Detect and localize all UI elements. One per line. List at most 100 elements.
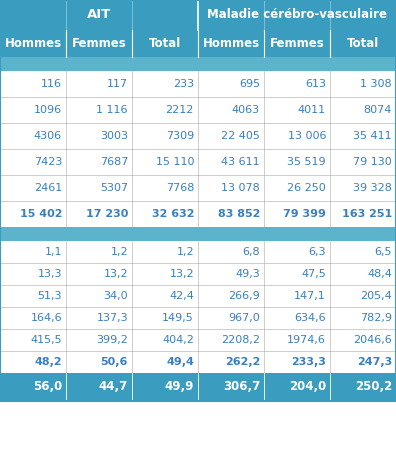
Bar <box>0 351 396 373</box>
Text: 3003: 3003 <box>100 131 128 141</box>
Text: 32 632: 32 632 <box>152 209 194 219</box>
Text: 2208,2: 2208,2 <box>221 335 260 345</box>
Text: 1096: 1096 <box>34 105 62 115</box>
Text: 1,2: 1,2 <box>176 247 194 257</box>
Bar <box>0 285 396 307</box>
Text: Femmes: Femmes <box>72 37 126 50</box>
Bar <box>0 241 396 263</box>
Text: 44,7: 44,7 <box>99 380 128 394</box>
Text: 17 230: 17 230 <box>86 209 128 219</box>
Bar <box>0 307 396 329</box>
Text: 79 130: 79 130 <box>353 157 392 167</box>
Text: Hommes: Hommes <box>202 37 259 50</box>
Text: 34,0: 34,0 <box>103 291 128 301</box>
Text: Hommes: Hommes <box>4 37 61 50</box>
Text: 47,5: 47,5 <box>301 269 326 279</box>
Text: Maladie cérébro-vasculaire: Maladie cérébro-vasculaire <box>207 9 387 21</box>
Bar <box>0 175 396 201</box>
Text: 695: 695 <box>239 79 260 89</box>
Text: Femmes: Femmes <box>270 37 324 50</box>
Text: 233,3: 233,3 <box>291 357 326 367</box>
Bar <box>0 71 396 97</box>
Text: 4306: 4306 <box>34 131 62 141</box>
Text: 49,4: 49,4 <box>166 357 194 367</box>
Bar <box>0 30 396 57</box>
Text: 51,3: 51,3 <box>38 291 62 301</box>
Text: 7423: 7423 <box>34 157 62 167</box>
Text: 163 251: 163 251 <box>342 209 392 219</box>
Text: 13,3: 13,3 <box>38 269 62 279</box>
Text: 48,4: 48,4 <box>367 269 392 279</box>
Text: 42,4: 42,4 <box>169 291 194 301</box>
Text: 204,0: 204,0 <box>289 380 326 394</box>
Text: 164,6: 164,6 <box>30 313 62 323</box>
Text: 22 405: 22 405 <box>221 131 260 141</box>
Text: 83 852: 83 852 <box>218 209 260 219</box>
Text: 4063: 4063 <box>232 105 260 115</box>
Text: 26 250: 26 250 <box>287 183 326 193</box>
Text: 2046,6: 2046,6 <box>353 335 392 345</box>
Text: 1,2: 1,2 <box>110 247 128 257</box>
Text: 116: 116 <box>41 79 62 89</box>
Text: 5307: 5307 <box>100 183 128 193</box>
Bar <box>0 57 396 71</box>
Text: 2212: 2212 <box>166 105 194 115</box>
Bar <box>0 0 396 401</box>
Text: 48,2: 48,2 <box>34 357 62 367</box>
Text: 15 402: 15 402 <box>19 209 62 219</box>
Text: 7768: 7768 <box>166 183 194 193</box>
Text: 404,2: 404,2 <box>162 335 194 345</box>
Bar <box>0 201 396 227</box>
Text: 35 519: 35 519 <box>287 157 326 167</box>
Text: 147,1: 147,1 <box>294 291 326 301</box>
Text: Total: Total <box>347 37 379 50</box>
Text: 13 078: 13 078 <box>221 183 260 193</box>
Text: 137,3: 137,3 <box>96 313 128 323</box>
Text: 15 110: 15 110 <box>156 157 194 167</box>
Text: Total: Total <box>149 37 181 50</box>
Text: 6,5: 6,5 <box>375 247 392 257</box>
Text: 13 006: 13 006 <box>287 131 326 141</box>
Text: 1,1: 1,1 <box>44 247 62 257</box>
Text: 7687: 7687 <box>100 157 128 167</box>
Text: 7309: 7309 <box>166 131 194 141</box>
Text: 306,7: 306,7 <box>223 380 260 394</box>
Text: 1 308: 1 308 <box>360 79 392 89</box>
Bar <box>0 123 396 149</box>
Text: 634,6: 634,6 <box>294 313 326 323</box>
Text: 1 116: 1 116 <box>97 105 128 115</box>
Bar <box>0 263 396 285</box>
Text: 266,9: 266,9 <box>228 291 260 301</box>
Text: 4011: 4011 <box>298 105 326 115</box>
Text: 262,2: 262,2 <box>225 357 260 367</box>
Text: 39 328: 39 328 <box>353 183 392 193</box>
Text: 35 411: 35 411 <box>353 131 392 141</box>
Text: 79 399: 79 399 <box>283 209 326 219</box>
Text: 13,2: 13,2 <box>169 269 194 279</box>
Bar <box>0 149 396 175</box>
Bar <box>0 227 396 241</box>
Text: 247,3: 247,3 <box>357 357 392 367</box>
Text: 6,8: 6,8 <box>242 247 260 257</box>
Text: 250,2: 250,2 <box>355 380 392 394</box>
Text: 415,5: 415,5 <box>30 335 62 345</box>
Text: 50,6: 50,6 <box>101 357 128 367</box>
Text: 6,3: 6,3 <box>308 247 326 257</box>
Text: 117: 117 <box>107 79 128 89</box>
Text: 782,9: 782,9 <box>360 313 392 323</box>
Text: 49,3: 49,3 <box>235 269 260 279</box>
Text: 967,0: 967,0 <box>228 313 260 323</box>
Bar <box>0 0 396 30</box>
Text: 49,9: 49,9 <box>165 380 194 394</box>
Text: 1974,6: 1974,6 <box>287 335 326 345</box>
Bar <box>0 373 396 401</box>
Text: 56,0: 56,0 <box>33 380 62 394</box>
Text: 205,4: 205,4 <box>360 291 392 301</box>
Text: 613: 613 <box>305 79 326 89</box>
Text: 43 611: 43 611 <box>221 157 260 167</box>
Text: 233: 233 <box>173 79 194 89</box>
Text: 399,2: 399,2 <box>96 335 128 345</box>
Text: 149,5: 149,5 <box>162 313 194 323</box>
Bar <box>0 329 396 351</box>
Text: AIT: AIT <box>87 9 111 21</box>
